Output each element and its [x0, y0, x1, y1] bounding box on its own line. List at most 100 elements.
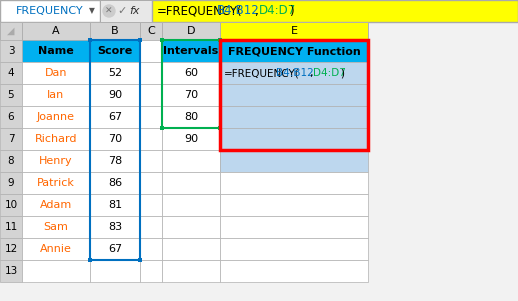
Bar [220, 40, 368, 150]
Bar [90, 216, 140, 238]
Text: 5: 5 [8, 90, 15, 100]
Bar [162, 40, 220, 128]
Bar [220, 238, 368, 260]
Bar [220, 216, 368, 238]
Text: 81: 81 [108, 200, 122, 210]
Bar [140, 106, 162, 128]
Bar [90, 260, 140, 282]
Bar [90, 84, 140, 106]
Bar [162, 128, 220, 150]
Bar [140, 238, 162, 260]
Bar [152, 0, 518, 22]
Text: 67: 67 [108, 244, 122, 254]
Bar [0, 172, 22, 194]
Bar [90, 22, 140, 40]
Text: A: A [52, 26, 60, 36]
Bar [140, 62, 162, 84]
Text: 4: 4 [8, 68, 15, 78]
Text: 90: 90 [108, 90, 122, 100]
Bar [90, 40, 140, 62]
Bar [22, 172, 90, 194]
Text: 3: 3 [8, 46, 15, 56]
Text: ,: , [254, 5, 258, 17]
Bar [0, 238, 22, 260]
Bar [88, 38, 92, 42]
Bar [140, 194, 162, 216]
Text: ✓: ✓ [117, 6, 127, 16]
Text: Score: Score [97, 46, 133, 56]
Text: =FREQUENCY(: =FREQUENCY( [224, 68, 300, 78]
Text: =FREQUENCY(: =FREQUENCY( [157, 5, 242, 17]
Text: 7: 7 [8, 134, 15, 144]
Bar [220, 106, 368, 128]
Bar [162, 62, 220, 84]
Bar [140, 84, 162, 106]
Bar [160, 38, 164, 42]
Bar [88, 258, 92, 262]
Text: Adam: Adam [40, 200, 72, 210]
Bar [162, 260, 220, 282]
Bar [22, 238, 90, 260]
Bar [162, 106, 220, 128]
Bar [0, 84, 22, 106]
Bar [218, 126, 222, 130]
Text: 70: 70 [184, 90, 198, 100]
Text: Ian: Ian [47, 90, 65, 100]
Text: fx: fx [130, 6, 140, 16]
Text: C: C [147, 26, 155, 36]
Text: 60: 60 [184, 68, 198, 78]
Text: 13: 13 [4, 266, 18, 276]
Text: 78: 78 [108, 156, 122, 166]
Bar [22, 128, 90, 150]
Text: B4:B12: B4:B12 [217, 5, 260, 17]
Text: 6: 6 [8, 112, 15, 122]
Bar [220, 62, 368, 84]
Bar [220, 172, 368, 194]
Bar [0, 40, 22, 62]
Circle shape [103, 5, 115, 17]
Bar [140, 172, 162, 194]
Bar [0, 62, 22, 84]
Text: 83: 83 [108, 222, 122, 232]
Bar [0, 22, 22, 40]
Text: 12: 12 [4, 244, 18, 254]
Text: D4:D7: D4:D7 [313, 68, 346, 78]
Bar [90, 62, 140, 84]
Bar [220, 150, 368, 172]
Bar [22, 62, 90, 84]
Text: FREQUENCY: FREQUENCY [16, 6, 84, 16]
Text: 67: 67 [108, 112, 122, 122]
Bar [220, 128, 368, 150]
Bar [220, 84, 368, 106]
Bar [0, 260, 22, 282]
Text: Richard: Richard [35, 134, 77, 144]
Text: ▼: ▼ [89, 7, 95, 15]
Text: 80: 80 [184, 112, 198, 122]
Bar [140, 22, 162, 40]
Bar [162, 84, 220, 106]
Text: ◢: ◢ [7, 26, 15, 36]
Bar [22, 194, 90, 216]
Text: Henry: Henry [39, 156, 73, 166]
Text: ,: , [309, 68, 312, 78]
Bar [22, 22, 90, 40]
Bar [22, 84, 90, 106]
Bar [22, 150, 90, 172]
Bar [162, 150, 220, 172]
Text: 70: 70 [108, 134, 122, 144]
Bar [90, 40, 140, 260]
Bar [140, 260, 162, 282]
Text: B4:B12: B4:B12 [276, 68, 314, 78]
Bar [90, 172, 140, 194]
Text: ): ) [289, 5, 294, 17]
Bar [140, 40, 162, 62]
Bar [22, 40, 90, 62]
Text: Dan: Dan [45, 68, 67, 78]
Text: ✕: ✕ [105, 7, 113, 15]
Bar [0, 0, 100, 22]
Bar [162, 40, 220, 62]
Bar [22, 260, 90, 282]
Text: Annie: Annie [40, 244, 72, 254]
Text: D: D [187, 26, 195, 36]
Text: Patrick: Patrick [37, 178, 75, 188]
